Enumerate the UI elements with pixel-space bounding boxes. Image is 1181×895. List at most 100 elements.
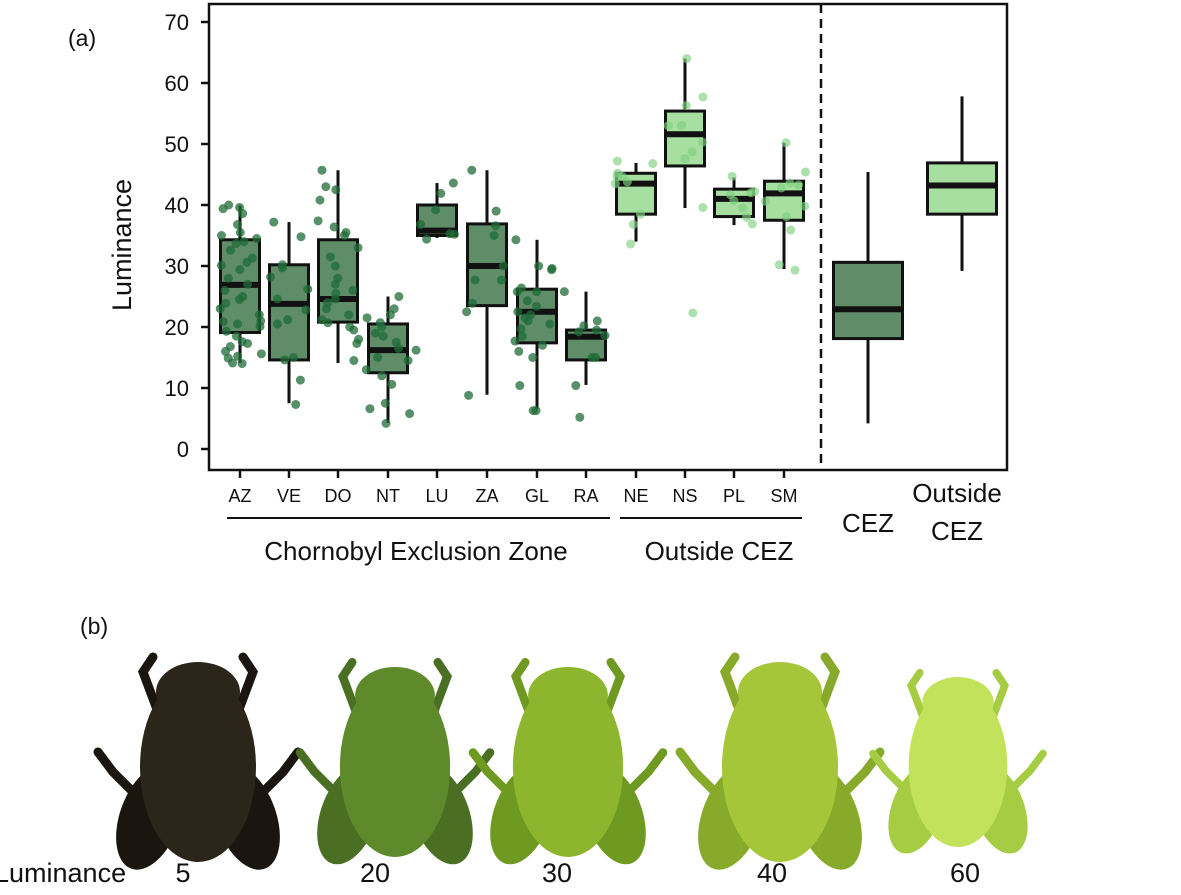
- frog-leg: [988, 668, 1010, 724]
- data-point: [774, 260, 784, 270]
- data-point: [243, 279, 253, 289]
- data-point: [252, 234, 262, 244]
- frog-examples: 5 20 30 40 60: [93, 652, 1047, 888]
- box-pl: [713, 171, 760, 229]
- box-nt: [361, 292, 415, 428]
- y-tick-label: 70: [165, 10, 189, 35]
- data-point: [296, 232, 306, 242]
- data-point: [224, 200, 234, 210]
- data-point: [497, 275, 507, 285]
- x-tick-label: DO: [325, 486, 352, 506]
- data-point: [301, 305, 311, 315]
- data-point: [348, 285, 358, 295]
- data-point: [226, 245, 236, 255]
- data-point: [510, 336, 520, 346]
- data-point: [622, 177, 632, 187]
- data-point: [325, 252, 335, 262]
- data-point: [574, 327, 584, 337]
- data-point: [760, 196, 770, 206]
- data-point: [688, 308, 698, 318]
- data-point: [377, 322, 387, 332]
- frog-head: [528, 667, 608, 724]
- frog-image: [93, 652, 303, 870]
- data-point: [635, 209, 645, 219]
- data-point: [231, 238, 241, 248]
- data-point: [238, 209, 248, 219]
- frog-leg: [510, 657, 535, 719]
- data-point: [349, 325, 359, 335]
- data-point: [220, 285, 230, 295]
- frog-image: [468, 657, 668, 865]
- data-point: [559, 287, 569, 297]
- data-point: [239, 237, 249, 247]
- data-point: [223, 273, 233, 283]
- x-tick-label: VE: [277, 486, 301, 506]
- frog-image: [295, 657, 495, 865]
- data-point: [436, 188, 446, 198]
- frog-leg: [601, 657, 626, 719]
- data-point: [681, 101, 691, 111]
- data-point: [315, 195, 325, 205]
- data-point: [575, 412, 585, 422]
- box-az: [215, 200, 266, 369]
- data-point: [470, 275, 480, 285]
- data-point: [317, 165, 327, 175]
- data-point: [489, 231, 499, 240]
- y-tick-label: 60: [165, 71, 189, 96]
- data-point: [612, 156, 622, 166]
- y-tick-label: 30: [165, 254, 189, 279]
- data-point: [537, 340, 547, 350]
- frog-leg: [233, 652, 259, 717]
- x-tick-label: AZ: [228, 486, 251, 506]
- data-point: [467, 165, 477, 175]
- data-point: [747, 219, 757, 229]
- data-point: [403, 356, 413, 366]
- frog-head: [738, 662, 822, 722]
- data-point: [592, 316, 602, 326]
- x-tick-label: SM: [771, 486, 798, 506]
- box-ra: [559, 287, 610, 422]
- data-point: [464, 390, 474, 400]
- data-point: [215, 304, 225, 314]
- data-point: [516, 324, 526, 334]
- data-point: [431, 205, 441, 215]
- box-ve: [266, 217, 313, 409]
- data-point: [727, 171, 737, 181]
- data-point: [216, 231, 226, 240]
- data-point: [528, 353, 538, 362]
- data-point: [522, 296, 532, 306]
- data-point: [256, 349, 266, 359]
- data-point: [511, 235, 521, 245]
- box-ns: [663, 54, 708, 318]
- data-point: [411, 345, 421, 355]
- data-point: [272, 319, 282, 329]
- data-point: [547, 263, 557, 273]
- data-point: [365, 404, 375, 414]
- data-point: [321, 182, 331, 192]
- frog-body: [908, 685, 1008, 847]
- data-point: [323, 318, 333, 328]
- data-point: [648, 159, 658, 169]
- data-point: [370, 328, 380, 338]
- frog-leg: [137, 652, 163, 717]
- data-point: [532, 287, 542, 297]
- data-point: [233, 220, 243, 230]
- panel-b-label: (b): [80, 613, 108, 639]
- data-point: [592, 325, 602, 335]
- data-point: [491, 206, 501, 216]
- data-point: [380, 398, 390, 408]
- x-tick-label: GL: [525, 486, 549, 506]
- data-point: [571, 381, 581, 391]
- data-point: [534, 261, 544, 271]
- data-point: [698, 137, 708, 147]
- data-point: [416, 220, 426, 230]
- data-point: [781, 212, 791, 222]
- data-point: [790, 265, 800, 275]
- frog-body: [140, 672, 256, 862]
- data-point: [321, 304, 331, 314]
- frog-body: [339, 676, 451, 857]
- data-point: [352, 338, 362, 348]
- summary-box-outside-cez: [926, 96, 998, 271]
- frog-leg: [719, 652, 745, 717]
- y-tick-label: 0: [177, 437, 189, 462]
